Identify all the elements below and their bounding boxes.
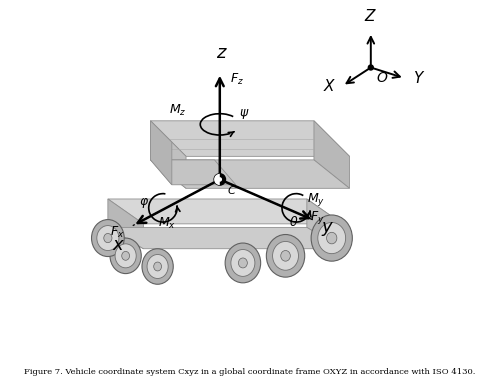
Text: $M_x$: $M_x$ <box>158 216 176 231</box>
Polygon shape <box>108 199 342 224</box>
Polygon shape <box>150 160 350 188</box>
Ellipse shape <box>142 249 174 284</box>
Ellipse shape <box>92 220 124 257</box>
Text: $y$: $y$ <box>321 220 334 238</box>
Ellipse shape <box>318 223 345 254</box>
Polygon shape <box>108 199 144 249</box>
Text: $Y$: $Y$ <box>414 70 426 86</box>
Text: $x$: $x$ <box>112 236 125 254</box>
Text: $Z$: $Z$ <box>364 8 378 24</box>
Ellipse shape <box>225 243 260 283</box>
Text: $\varphi$: $\varphi$ <box>138 195 148 209</box>
Text: $F_y$: $F_y$ <box>310 209 325 226</box>
Polygon shape <box>150 121 172 185</box>
Wedge shape <box>214 174 220 185</box>
Ellipse shape <box>311 215 352 261</box>
Text: $M_y$: $M_y$ <box>307 191 325 208</box>
Ellipse shape <box>326 232 337 244</box>
Ellipse shape <box>238 258 248 268</box>
Ellipse shape <box>122 251 130 260</box>
Text: $F_x$: $F_x$ <box>110 225 125 240</box>
Ellipse shape <box>231 249 255 276</box>
Circle shape <box>214 174 226 185</box>
Text: $X$: $X$ <box>324 78 336 94</box>
Polygon shape <box>314 121 350 188</box>
Ellipse shape <box>272 242 298 270</box>
Ellipse shape <box>147 254 168 279</box>
Ellipse shape <box>154 262 162 271</box>
Circle shape <box>218 177 222 182</box>
Polygon shape <box>150 160 236 185</box>
Ellipse shape <box>115 244 136 268</box>
Polygon shape <box>150 121 350 156</box>
Text: $F_z$: $F_z$ <box>230 73 244 87</box>
Ellipse shape <box>104 234 112 243</box>
Text: $O$: $O$ <box>376 71 388 85</box>
Text: $\psi$: $\psi$ <box>240 107 250 121</box>
Ellipse shape <box>110 238 142 274</box>
Circle shape <box>368 65 374 70</box>
Text: $C$: $C$ <box>227 184 236 196</box>
Polygon shape <box>307 199 342 249</box>
Ellipse shape <box>266 234 304 277</box>
Text: Figure 7. Vehicle coordinate system Cxyz in a global coordinate frame OXYZ in ac: Figure 7. Vehicle coordinate system Cxyz… <box>24 368 475 376</box>
Ellipse shape <box>97 226 119 251</box>
Text: $M_z$: $M_z$ <box>168 102 186 118</box>
Polygon shape <box>150 121 186 188</box>
Text: $\theta$: $\theta$ <box>289 215 298 229</box>
Ellipse shape <box>280 251 290 261</box>
Polygon shape <box>108 228 342 249</box>
Text: $z$: $z$ <box>216 44 228 62</box>
